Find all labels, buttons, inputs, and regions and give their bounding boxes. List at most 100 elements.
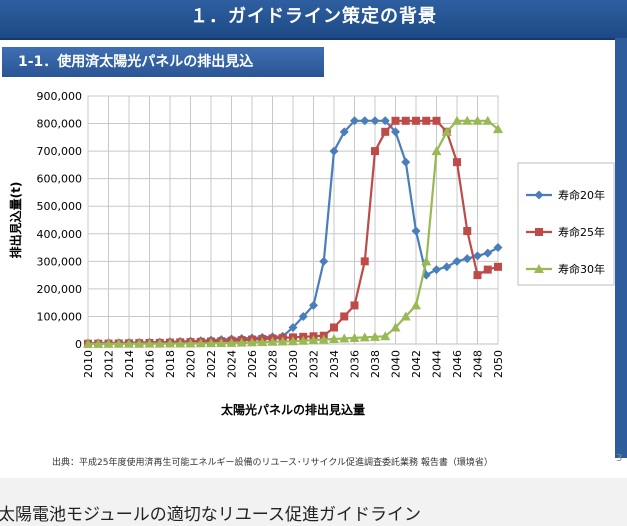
data-point bbox=[422, 116, 431, 125]
x-tick-label: 2024 bbox=[226, 350, 239, 378]
title-bar bbox=[0, 0, 627, 40]
data-point bbox=[339, 127, 349, 137]
data-point bbox=[441, 126, 452, 136]
y-tick-label: 200,000 bbox=[37, 283, 83, 296]
data-point bbox=[329, 146, 339, 156]
data-point bbox=[390, 322, 401, 332]
data-point bbox=[391, 116, 400, 125]
x-tick-label: 2010 bbox=[82, 350, 95, 378]
data-point bbox=[380, 116, 390, 126]
data-point bbox=[473, 251, 482, 261]
x-tick-label: 2016 bbox=[144, 350, 157, 378]
x-tick-label: 2040 bbox=[390, 350, 403, 378]
legend-label: 寿命20年 bbox=[558, 188, 605, 202]
data-point bbox=[493, 124, 503, 134]
subtitle-box: 1-1．使用済太陽光パネルの排出見込 bbox=[2, 47, 324, 77]
data-point bbox=[442, 262, 452, 272]
data-point bbox=[267, 336, 278, 346]
data-point bbox=[165, 338, 175, 348]
x-tick-label: 2022 bbox=[205, 350, 218, 378]
legend-label: 寿命30年 bbox=[558, 262, 605, 276]
data-point bbox=[411, 226, 421, 236]
data-point bbox=[391, 127, 400, 137]
x-tick-label: 2036 bbox=[349, 350, 362, 378]
data-point bbox=[462, 254, 472, 264]
data-point bbox=[134, 338, 145, 348]
y-tick-label: 700,000 bbox=[37, 145, 83, 158]
data-point bbox=[493, 243, 503, 253]
data-point bbox=[185, 338, 196, 348]
data-point bbox=[411, 300, 421, 310]
data-point bbox=[534, 190, 544, 200]
data-point bbox=[103, 338, 114, 348]
x-tick-label: 2048 bbox=[472, 350, 485, 378]
data-point bbox=[494, 262, 502, 271]
line-chart: 0 100,000 200,000 300,000 400,000 500,000 600,… bbox=[8, 90, 615, 417]
data-point bbox=[401, 116, 410, 125]
x-tick-label: 2044 bbox=[431, 350, 444, 378]
x-tick-label: 2038 bbox=[369, 350, 382, 378]
data-point bbox=[216, 338, 227, 348]
data-point bbox=[339, 333, 350, 343]
data-point bbox=[483, 265, 492, 274]
data-point bbox=[360, 257, 369, 266]
footer-band bbox=[0, 478, 627, 526]
slide-subtitle: 1-1．使用済太陽光パネルの排出見込 bbox=[18, 54, 254, 70]
data-point bbox=[432, 116, 441, 125]
data-point bbox=[318, 334, 329, 344]
data-point bbox=[421, 256, 432, 266]
y-tick-label: 500,000 bbox=[37, 200, 83, 213]
gridlines bbox=[87, 95, 499, 344]
data-point bbox=[380, 331, 391, 341]
data-point bbox=[226, 337, 237, 347]
slide-title: １．ガイドライン策定の背景 bbox=[190, 6, 437, 27]
data-point bbox=[452, 115, 462, 125]
data-point bbox=[349, 332, 360, 342]
data-point bbox=[483, 248, 493, 258]
data-point bbox=[340, 312, 349, 321]
data-point bbox=[350, 116, 359, 126]
data-point bbox=[154, 338, 165, 348]
data-point bbox=[535, 228, 543, 236]
x-tick-label: 2020 bbox=[185, 350, 198, 378]
data-point bbox=[195, 338, 206, 348]
data-point bbox=[298, 311, 308, 321]
data-point bbox=[534, 264, 544, 273]
x-axis-label: 太陽光パネルの排出見込量 bbox=[221, 402, 365, 417]
x-tick-label: 2028 bbox=[267, 350, 280, 378]
data-point bbox=[330, 323, 338, 332]
data-point bbox=[381, 127, 390, 136]
data-point bbox=[370, 331, 380, 341]
source-note: 出典：平成25年度使用済再生可能エネルギー設備のリユース･リサイクル促進調査委託… bbox=[52, 458, 493, 468]
data-point bbox=[206, 338, 216, 348]
data-point bbox=[472, 115, 483, 125]
y-tick-label: 800,000 bbox=[37, 118, 83, 131]
data-point bbox=[401, 157, 411, 167]
x-tick-label: 2012 bbox=[103, 350, 116, 378]
data-point bbox=[329, 334, 339, 344]
data-point bbox=[359, 332, 370, 342]
data-point bbox=[412, 116, 420, 125]
data-point bbox=[236, 337, 247, 347]
y-tick-label: 900,000 bbox=[37, 90, 83, 103]
legend-label: 寿命25年 bbox=[558, 225, 605, 239]
data-point bbox=[277, 336, 288, 346]
data-point bbox=[370, 116, 380, 126]
data-point bbox=[298, 335, 309, 345]
data-point bbox=[453, 158, 461, 167]
side-stripe bbox=[615, 38, 627, 458]
data-point bbox=[308, 335, 319, 345]
legend-box bbox=[517, 162, 615, 286]
y-tick-label: 300,000 bbox=[37, 255, 83, 268]
data-point bbox=[124, 338, 134, 348]
data-point bbox=[113, 338, 124, 348]
series-3 bbox=[83, 115, 503, 348]
data-point bbox=[360, 116, 370, 126]
data-point bbox=[350, 301, 359, 310]
y-tick-label: 0 bbox=[75, 338, 82, 351]
x-tick-label: 2034 bbox=[328, 350, 341, 378]
x-tick-label: 2050 bbox=[492, 350, 505, 378]
data-point bbox=[288, 322, 298, 332]
data-point bbox=[431, 146, 442, 156]
data-point bbox=[319, 256, 329, 266]
